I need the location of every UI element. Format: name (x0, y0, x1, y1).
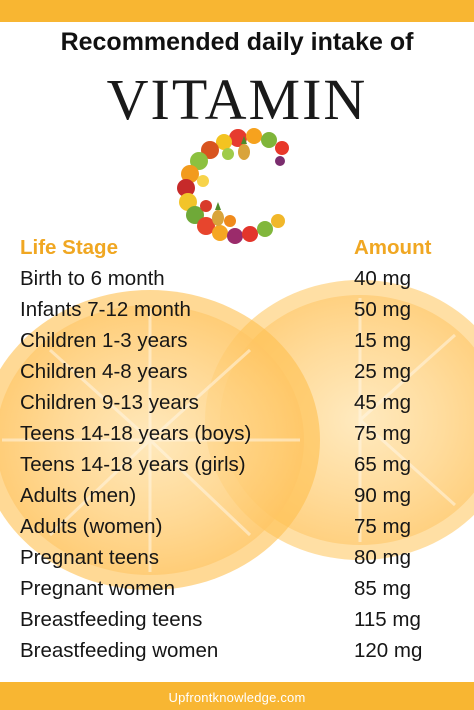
life-stage-cell: Teens 14-18 years (boys) (20, 422, 252, 445)
amount-cell: 75 mg (354, 515, 411, 538)
table-row: Breastfeeding women 120 mg (0, 639, 474, 670)
table-row: Adults (men) 90 mg (0, 484, 474, 515)
table-row: Children 4-8 years 25 mg (0, 360, 474, 391)
amount-cell: 45 mg (354, 391, 411, 414)
amount-cell: 80 mg (354, 546, 411, 569)
life-stage-cell: Pregnant teens (20, 546, 160, 569)
bottom-accent-bar (0, 682, 474, 710)
life-stage-cell: Pregnant women (20, 577, 175, 600)
life-stage-cell: Children 4-8 years (20, 360, 188, 383)
fruit-letter-c-icon (177, 128, 289, 244)
table-row: Pregnant women 85 mg (0, 577, 474, 608)
life-stage-cell: Breastfeeding women (20, 639, 219, 662)
footer-website-link[interactable]: Upfrontknowledge.com (168, 690, 306, 705)
table-row: Birth to 6 month 40 mg (0, 267, 474, 298)
amount-cell: 75 mg (354, 422, 411, 445)
amount-cell: 25 mg (354, 360, 411, 383)
amount-cell: 50 mg (354, 298, 411, 321)
life-stage-cell: Birth to 6 month (20, 267, 165, 290)
table-row: Infants 7-12 month 50 mg (0, 298, 474, 329)
column-header-amount: Amount (354, 236, 432, 259)
table-row: Children 9-13 years 45 mg (0, 391, 474, 422)
life-stage-cell: Adults (women) (20, 515, 163, 538)
table-row: Children 1-3 years 15 mg (0, 329, 474, 360)
amount-cell: 40 mg (354, 267, 411, 290)
amount-cell: 90 mg (354, 484, 411, 507)
life-stage-cell: Infants 7-12 month (20, 298, 191, 321)
table-row: Pregnant teens 80 mg (0, 546, 474, 577)
top-accent-bar (0, 0, 474, 22)
amount-cell: 65 mg (354, 453, 411, 476)
table-row: Adults (women) 75 mg (0, 515, 474, 546)
column-header-life-stage: Life Stage (20, 236, 118, 259)
table-row: Teens 14-18 years (girls) 65 mg (0, 453, 474, 484)
subtitle: Recommended daily intake of (60, 28, 414, 56)
table-header-row: Life Stage Amount (0, 236, 474, 267)
table-row: Teens 14-18 years (boys) 75 mg (0, 422, 474, 453)
amount-cell: 85 mg (354, 577, 411, 600)
amount-cell: 120 mg (354, 639, 423, 662)
life-stage-cell: Teens 14-18 years (girls) (20, 453, 246, 476)
amount-cell: 115 mg (354, 608, 421, 631)
table-row: Breastfeeding teens 115 mg (0, 608, 474, 639)
life-stage-cell: Adults (men) (20, 484, 137, 507)
life-stage-cell: Breastfeeding teens (20, 608, 203, 631)
life-stage-cell: Children 1-3 years (20, 329, 188, 352)
page-title: VITAMIN (106, 67, 368, 132)
amount-cell: 15 mg (354, 329, 411, 352)
life-stage-cell: Children 9-13 years (20, 391, 199, 414)
